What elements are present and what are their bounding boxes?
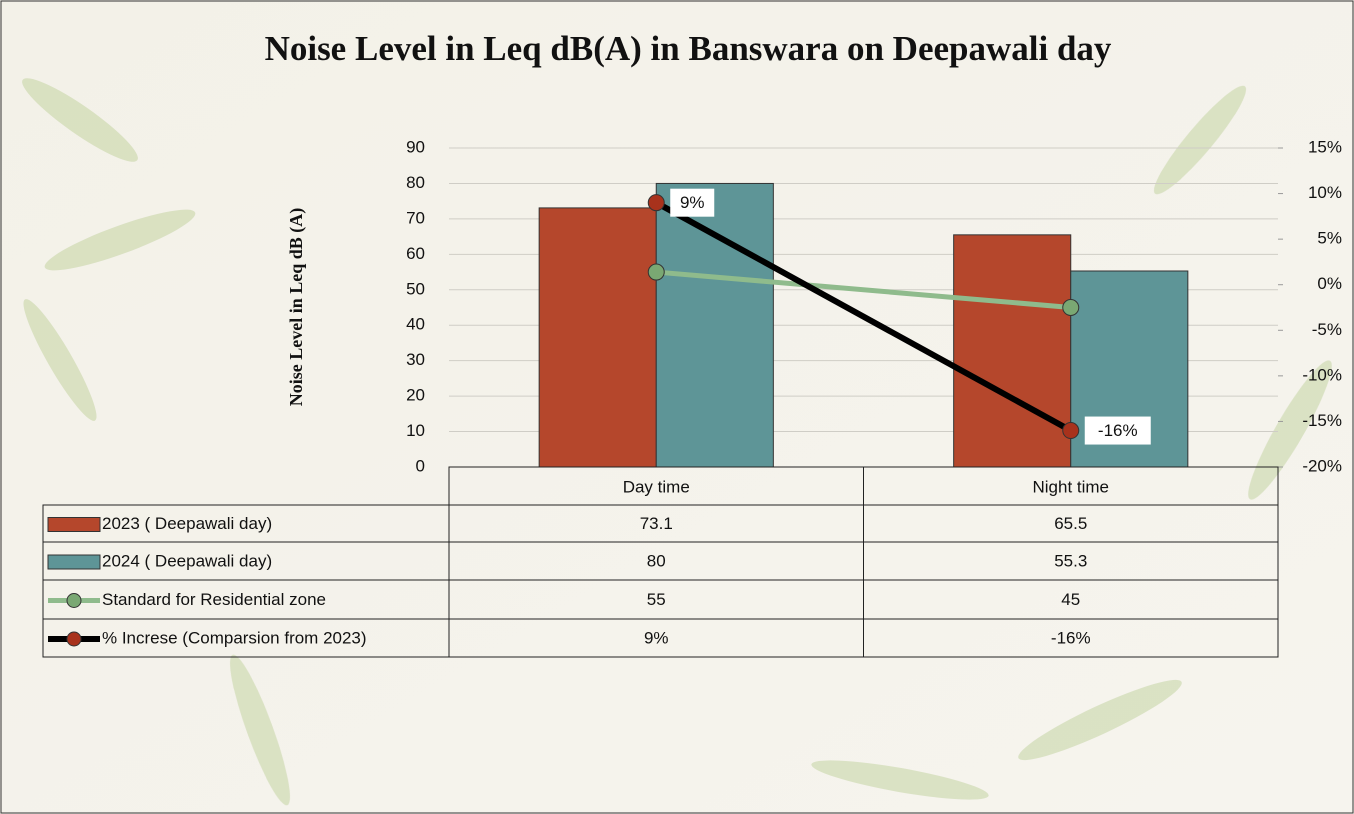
legend-key bbox=[66, 631, 82, 647]
table-cell bbox=[863, 618, 1279, 658]
data-label: 9% bbox=[680, 193, 705, 212]
bar bbox=[538, 207, 657, 468]
y2-tick-label: -15% bbox=[1302, 411, 1342, 430]
y-tick-label: 0 bbox=[416, 456, 425, 475]
y2-tick-label: -20% bbox=[1302, 456, 1342, 475]
y-tick-label: 80 bbox=[406, 173, 425, 192]
y-axis-label: Noise Level in Leq dB (A) bbox=[286, 208, 307, 407]
y-tick-label: 60 bbox=[406, 244, 425, 263]
y-tick-label: 10 bbox=[406, 421, 425, 440]
y2-tick-label: 15% bbox=[1308, 137, 1342, 156]
table-value: 65.5 bbox=[1054, 514, 1087, 533]
y2-tick-label: -10% bbox=[1302, 365, 1342, 384]
data-label-box bbox=[1084, 416, 1151, 445]
table-value: 73.1 bbox=[640, 514, 673, 533]
marker bbox=[647, 263, 665, 281]
table-value: -16% bbox=[1051, 628, 1091, 647]
table-value: 55.3 bbox=[1054, 551, 1087, 570]
y-tick-label: 30 bbox=[406, 350, 425, 369]
line-series bbox=[656, 269, 1071, 310]
line-series bbox=[654, 200, 1073, 434]
marker bbox=[647, 194, 665, 212]
legend-key bbox=[47, 554, 101, 570]
x-tick-label: Night time bbox=[1032, 477, 1109, 496]
y-tick-label: 90 bbox=[406, 137, 425, 156]
y-tick-label: 40 bbox=[406, 315, 425, 334]
legend-label: Standard for Residential zone bbox=[102, 590, 326, 609]
marker bbox=[1062, 422, 1080, 440]
bar bbox=[953, 234, 1072, 468]
data-label-box bbox=[670, 188, 715, 217]
leaf-decoration bbox=[22, 78, 1332, 806]
y2-tick-label: 0% bbox=[1317, 274, 1342, 293]
table-value: 9% bbox=[644, 628, 669, 647]
legend-label: 2023 ( Deepawali day) bbox=[102, 514, 272, 533]
x-tick-label: Day time bbox=[623, 477, 690, 496]
legend-label: 2024 ( Deepawali day) bbox=[102, 551, 272, 570]
table-value: 45 bbox=[1061, 590, 1080, 609]
y-tick-label: 70 bbox=[406, 208, 425, 227]
legend-key bbox=[47, 517, 101, 532]
data-label: -16% bbox=[1098, 421, 1138, 440]
table-value: 80 bbox=[647, 551, 666, 570]
y2-tick-label: -5% bbox=[1312, 320, 1342, 339]
y2-tick-label: 10% bbox=[1308, 183, 1342, 202]
legend-label: % Increse (Comparsion from 2023) bbox=[102, 628, 367, 647]
y-tick-label: 50 bbox=[406, 279, 425, 298]
chart-title: Noise Level in Leq dB(A) in Banswara on … bbox=[265, 29, 1112, 68]
marker bbox=[1062, 299, 1080, 316]
y2-tick-label: 5% bbox=[1317, 229, 1342, 248]
bar bbox=[655, 182, 774, 468]
table-value: 55 bbox=[647, 590, 666, 609]
legend-key bbox=[66, 593, 82, 608]
y-tick-label: 20 bbox=[406, 386, 425, 405]
